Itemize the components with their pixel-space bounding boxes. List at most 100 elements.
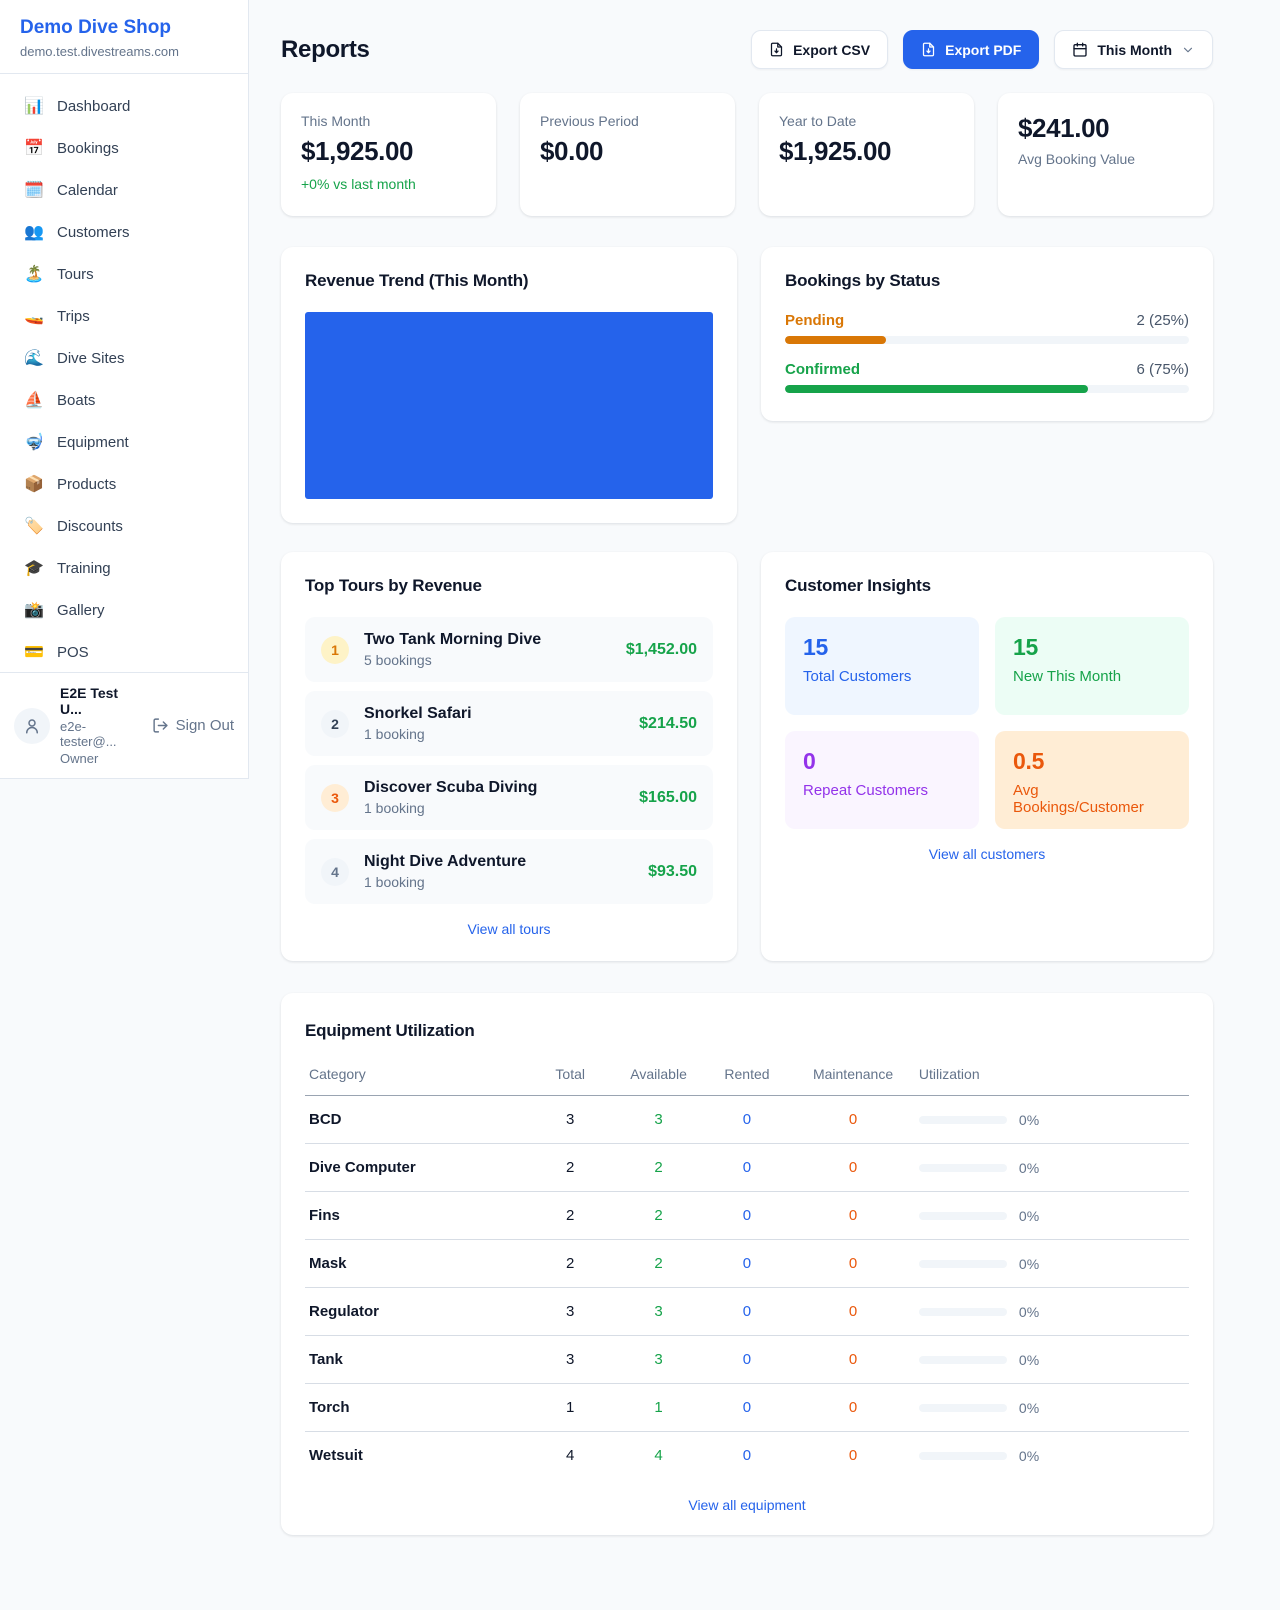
cell-category: Tank [305, 1335, 526, 1384]
utilization-bar [918, 1163, 1007, 1172]
cell-maintenance: 0 [791, 1191, 915, 1240]
table-row: Tank 3 3 0 0 0% [305, 1335, 1189, 1384]
table-header-row: Category Total Available Rented Maintena… [305, 1062, 1189, 1096]
tour-bookings: 1 booking [364, 874, 425, 890]
tour-row[interactable]: 2 Snorkel Safari 1 booking $214.50 [305, 691, 713, 756]
sign-out-button[interactable]: Sign Out [152, 717, 234, 734]
sidebar-item-pos[interactable]: 💳 POS [12, 635, 236, 670]
header-actions: Export CSV Export PDF This Month [751, 30, 1213, 69]
page-title: Reports [281, 35, 370, 63]
cell-utilization: 0% [914, 1383, 1189, 1432]
diving-mask-icon: 🤿 [24, 433, 44, 451]
cell-category: BCD [305, 1095, 526, 1144]
stat-label: Previous Period [540, 113, 639, 129]
sidebar: Demo Dive Shop demo.test.divestreams.com… [0, 0, 249, 779]
sign-out-label: Sign Out [175, 717, 234, 734]
cell-category: Torch [305, 1383, 526, 1432]
tour-name: Discover Scuba Diving [364, 779, 538, 796]
cell-available: 3 [614, 1287, 703, 1336]
sidebar-item-equipment[interactable]: 🤿 Equipment [12, 425, 236, 460]
sidebar-item-label: Calendar [57, 182, 118, 199]
cell-maintenance: 0 [791, 1143, 915, 1192]
utilization-percent: 0% [1018, 1207, 1040, 1224]
utilization-bar [918, 1403, 1007, 1412]
table-row: Fins 2 2 0 0 0% [305, 1191, 1189, 1240]
view-all-tours-link[interactable]: View all tours [305, 921, 713, 937]
sidebar-item-gallery[interactable]: 📸 Gallery [12, 593, 236, 628]
utilization-bar [918, 1211, 1007, 1220]
file-download-icon [922, 42, 935, 57]
sidebar-item-trips[interactable]: 🚤 Trips [12, 299, 236, 334]
stat-value: $1,925.00 [779, 136, 892, 166]
sidebar-item-dashboard[interactable]: 📊 Dashboard [12, 89, 236, 124]
stat-value: $241.00 [1018, 113, 1110, 143]
sidebar-item-bookings[interactable]: 📅 Bookings [12, 131, 236, 166]
insight-tile-total-customers: 15 Total Customers [785, 617, 979, 715]
sidebar-item-label: Tours [57, 266, 94, 283]
tour-row[interactable]: 3 Discover Scuba Diving 1 booking $165.0… [305, 765, 713, 830]
export-csv-label: Export CSV [793, 41, 871, 58]
sidebar-item-calendar[interactable]: 🗓️ Calendar [12, 173, 236, 208]
brand-name[interactable]: Demo Dive Shop [20, 17, 171, 38]
calendar-pad-icon: 🗓️ [24, 181, 44, 199]
sidebar-item-products[interactable]: 📦 Products [12, 467, 236, 502]
rank-badge: 1 [321, 635, 349, 664]
sidebar-item-boats[interactable]: ⛵ Boats [12, 383, 236, 418]
tile-label: Avg Bookings/Customer [1013, 782, 1144, 816]
view-all-customers-link[interactable]: View all customers [785, 846, 1189, 862]
cell-utilization: 0% [914, 1239, 1189, 1288]
export-pdf-label: Export PDF [945, 41, 1022, 58]
utilization-percent: 0% [1018, 1447, 1040, 1464]
insight-tiles: 15 Total Customers 15 New This Month 0 R… [785, 617, 1189, 829]
sidebar-item-customers[interactable]: 👥 Customers [12, 215, 236, 250]
tour-row[interactable]: 1 Two Tank Morning Dive 5 bookings $1,45… [305, 617, 713, 682]
stat-card-avg-booking-value: $241.00 Avg Booking Value [998, 93, 1213, 216]
people-icon: 👥 [24, 223, 44, 241]
period-selector[interactable]: This Month [1054, 30, 1213, 69]
cell-utilization: 0% [914, 1095, 1189, 1144]
user-name: E2E Test U... [60, 685, 119, 717]
cell-total: 3 [526, 1095, 615, 1144]
island-icon: 🏝️ [24, 265, 44, 283]
cell-maintenance: 0 [791, 1095, 915, 1144]
package-icon: 📦 [24, 475, 44, 493]
tour-name: Snorkel Safari [364, 705, 472, 722]
tour-revenue: $214.50 [639, 714, 697, 732]
cell-available: 2 [614, 1239, 703, 1288]
bookings-by-status-title: Bookings by Status [785, 271, 941, 290]
utilization-bar [918, 1307, 1007, 1316]
sidebar-item-label: Bookings [57, 140, 119, 157]
tour-revenue: $1,452.00 [625, 640, 697, 658]
tour-row[interactable]: 4 Night Dive Adventure 1 booking $93.50 [305, 839, 713, 904]
col-header-maintenance: Maintenance [791, 1062, 915, 1096]
tile-label: New This Month [1013, 668, 1122, 685]
brand-domain: demo.test.divestreams.com [20, 44, 179, 59]
tag-icon: 🏷️ [24, 517, 44, 535]
sidebar-item-label: Dive Sites [57, 350, 125, 367]
table-row: Torch 1 1 0 0 0% [305, 1383, 1189, 1432]
sidebar-item-discounts[interactable]: 🏷️ Discounts [12, 509, 236, 544]
view-all-equipment-link[interactable]: View all equipment [305, 1497, 1189, 1513]
col-header-utilization: Utilization [914, 1062, 1189, 1096]
bar-chart-icon: 📊 [24, 97, 44, 115]
progress-track [785, 336, 1189, 344]
rank-badge: 4 [321, 857, 349, 886]
utilization-percent: 0% [1018, 1351, 1040, 1368]
export-csv-button[interactable]: Export CSV [751, 30, 889, 69]
customer-insights-card: Customer Insights 15 Total Customers 15 … [761, 552, 1213, 961]
sidebar-item-dive-sites[interactable]: 🌊 Dive Sites [12, 341, 236, 376]
col-header-category: Category [305, 1062, 526, 1096]
tile-label: Total Customers [803, 668, 912, 685]
col-header-rented: Rented [702, 1062, 792, 1096]
tile-value: 0.5 [1013, 748, 1045, 774]
cell-rented: 0 [702, 1191, 792, 1240]
cell-rented: 0 [702, 1383, 792, 1432]
utilization-percent: 0% [1018, 1255, 1040, 1272]
table-row: BCD 3 3 0 0 0% [305, 1095, 1189, 1144]
export-pdf-button[interactable]: Export PDF [903, 30, 1040, 69]
sidebar-item-tours[interactable]: 🏝️ Tours [12, 257, 236, 292]
cell-category: Regulator [305, 1287, 526, 1336]
calendar-date-icon: 📅 [24, 139, 44, 157]
stat-card-year-to-date: Year to Date $1,925.00 [759, 93, 974, 216]
sidebar-item-training[interactable]: 🎓 Training [12, 551, 236, 586]
